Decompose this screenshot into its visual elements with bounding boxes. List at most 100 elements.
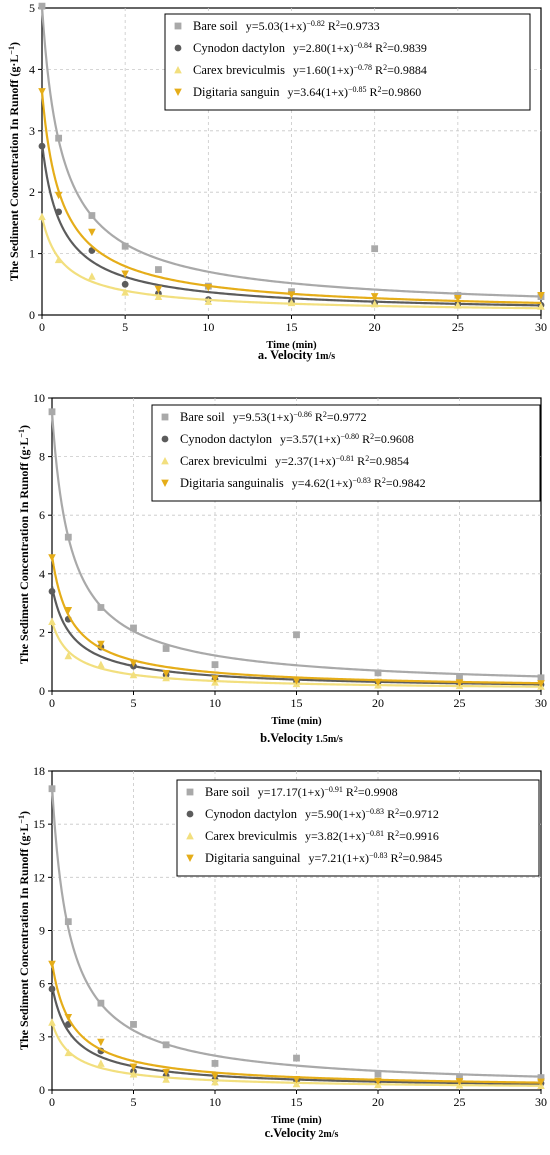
data-point [211,675,219,683]
legend-entry: Carex breviculmis y=3.82(1+x)−0.81 R2=0.9… [186,829,439,844]
legend-label: Digitaria sanguin [193,85,280,99]
data-point [455,679,464,687]
x-tick-label: 20 [372,1095,384,1109]
legend-marker [161,435,169,443]
legend-entry: Cynodon dactylon y=2.80(1+x)−0.84 R2=0.98… [174,41,427,55]
data-point [38,212,46,221]
y-tick-label: 0 [29,308,35,322]
legend-marker [186,788,194,796]
x-tick-label: 25 [452,320,464,334]
data-point [292,677,301,685]
series-bare-soil [48,785,545,1081]
data-point [370,293,379,301]
y-tick-label: 4 [29,62,35,76]
data-point [88,212,96,219]
legend-marker [161,479,169,487]
legend-marker [186,854,194,862]
x-tick-label: 5 [131,1095,137,1109]
data-point [374,1077,382,1086]
data-point [162,1068,170,1077]
y-tick-label: 1 [29,247,35,261]
data-point [130,624,137,632]
data-point [55,134,63,142]
y-tick-label: 0 [39,684,45,698]
y-tick-label: 10 [33,391,45,405]
legend: Bare soil y=5.03(1+x)−0.82 R2=0.9733 Cynod… [164,13,531,111]
data-point [97,640,105,649]
legend-label: Carex breviculmi [180,454,268,468]
y-tick-label: 9 [39,924,45,938]
y-tick-label: 2 [39,625,45,639]
legend-label: Cynodon dactylon [205,807,298,821]
series-digitaria-sanguinalis [38,88,545,305]
x-tick-label: 15 [291,1095,303,1109]
data-point [38,88,46,96]
legend: Bare soil y=17.17(1+x)−0.91 R2=0.9908 Cyno… [176,779,540,877]
legend-equation: y=17.17(1+x)−0.91 R2=0.9908 [258,785,398,800]
data-point [88,272,96,280]
data-point [48,785,56,793]
legend-label: Cynodon dactylon [180,432,273,446]
legend-box [151,404,541,502]
data-point [456,1073,463,1081]
legend-label: Carex breviculmis [193,63,285,77]
panel-caption: c.Velocity 2m/s [265,1126,339,1140]
data-point [64,1013,73,1022]
data-point [97,660,105,669]
x-tick-label: 5 [131,696,137,710]
data-point [211,1060,219,1067]
data-point [48,554,56,562]
series-carex-breviculmis [38,212,545,310]
x-tick-label: 0 [39,320,45,334]
legend-equation: y=5.03(1+x)−0.82 R2=0.9733 [246,19,380,34]
x-tick-label: 20 [369,320,381,334]
data-point [121,242,129,250]
data-point [121,280,129,288]
x-tick-label: 30 [535,696,547,710]
data-point [537,680,545,688]
data-point [48,960,56,969]
data-point [204,283,213,292]
data-point [64,651,73,660]
data-point [374,669,382,677]
legend-entry: Cynodon dactylon y=3.57(1+x)−0.80 R2=0.96… [161,432,414,446]
y-tick-label: 3 [29,124,35,138]
legend-entry: Bare soil y=9.53(1+x)−0.86 R2=0.9772 [161,410,367,424]
x-tick-label: 5 [122,320,128,334]
data-point [537,674,545,682]
data-point [371,245,379,253]
y-axis-label: The Sediment Concentration In Runoff (g·… [7,42,22,281]
x-tick-label: 0 [49,696,55,710]
data-point [97,1038,105,1047]
data-point [455,1078,464,1086]
series-bare-soil [48,408,545,682]
chart-panel-1: 0 5 10 15 20 25 30 0 1 2 3 4 5 Time (min) The Sediment… [7,1,548,362]
x-tick-label: 15 [286,320,298,334]
data-point [48,1018,56,1026]
legend-marker [161,413,169,421]
y-axis-label: The Sediment Concentration In Runoff (g·… [17,811,32,1050]
legend-entry: Digitaria sanguinalis y=4.62(1+x)−0.83 R2… [161,476,426,490]
data-point [155,266,162,273]
legend-entry: Bare soil y=17.17(1+x)−0.91 R2=0.9908 [186,785,398,800]
x-tick-label: 10 [202,320,214,334]
panel-caption: b.Velocity 1.5m/s [260,731,343,745]
data-point [537,291,545,300]
data-point [287,291,296,299]
data-point [374,678,382,687]
y-tick-label: 4 [39,567,45,581]
y-tick-label: 18 [33,764,45,778]
y-tick-label: 3 [39,1030,45,1044]
data-point [129,1070,138,1078]
data-point [54,191,63,200]
legend-entry: Bare soil y=5.03(1+x)−0.82 R2=0.9733 [174,19,380,34]
series-digitaria-sanguinalis [48,554,545,688]
legend-equation: y=3.82(1+x)−0.81 R2=0.9916 [305,829,439,844]
data-point [154,285,163,294]
data-point [204,297,213,305]
x-tick-label: 30 [535,1095,547,1109]
legend-entry: Digitaria sanguinal y=7.21(1+x)−0.83 R2=0… [186,851,442,865]
legend-marker [186,832,194,840]
legend-marker [174,88,182,96]
